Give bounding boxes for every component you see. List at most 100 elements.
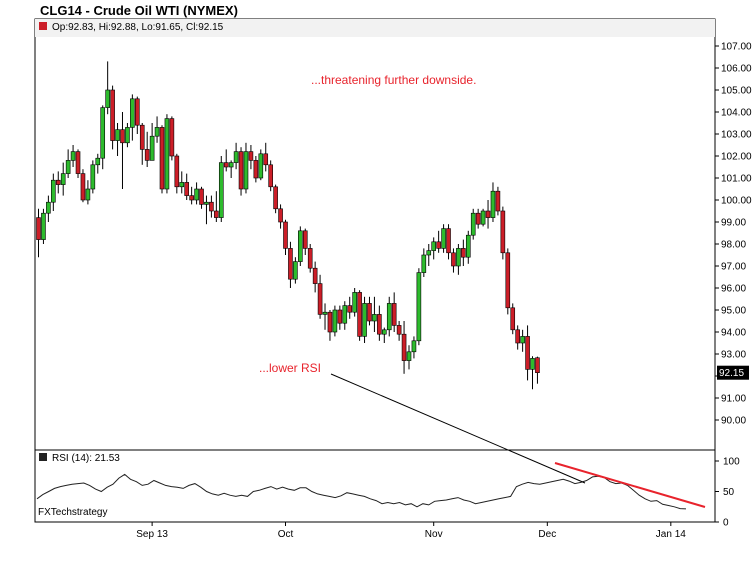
candle-body (421, 254, 427, 273)
price-y-tick-label: 95.00 (721, 306, 746, 317)
candle-body (381, 329, 387, 335)
candle-body (505, 252, 511, 309)
candle-body (446, 228, 451, 254)
candle-body (401, 333, 407, 361)
candle-body (396, 325, 402, 335)
rsi-legend-text: RSI (14): 21.53 (52, 453, 120, 464)
candle-body (431, 241, 437, 251)
rsi-panel (36, 473, 687, 510)
candle-body (416, 272, 422, 342)
last-price-box (717, 365, 749, 380)
candle-body (130, 98, 135, 128)
rsi-trend-line-black (330, 373, 586, 484)
candle-body (144, 149, 150, 161)
annotation-downside: ...threatening further downside. (311, 73, 476, 87)
rsi-legend-swatch (39, 453, 47, 461)
price-y-tick-label: 101.00 (721, 174, 752, 185)
rsi-trend-line-red (554, 462, 706, 508)
rsi-y-tick-label: 100 (723, 457, 740, 468)
legend-swatch (39, 22, 47, 30)
candle-body (60, 173, 66, 185)
candle-body (223, 162, 229, 168)
price-panel-border (34, 18, 716, 451)
candle-body (135, 98, 140, 126)
candle-body (149, 135, 155, 161)
candle-body (367, 303, 372, 322)
legend: Op:92.83, Hi:92.88, Lo:91.65, Cl:92.15 R… (38, 22, 224, 518)
candle-body (461, 248, 466, 258)
x-tick-label: Oct (278, 529, 294, 540)
candle-body (426, 250, 432, 256)
candle-body (302, 230, 308, 249)
candles (36, 61, 540, 390)
candle-body (258, 153, 264, 179)
rsi-panel-border (34, 449, 716, 523)
candle-body (268, 164, 273, 188)
candle-body (307, 248, 313, 269)
candle-body (243, 151, 249, 190)
candle-body (322, 311, 328, 315)
legend-text: Op:92.83, Hi:92.88, Lo:91.65, Cl:92.15 (52, 22, 224, 33)
candle-body (75, 151, 81, 174)
candle-body (342, 305, 348, 324)
candle-body (125, 127, 130, 144)
candle-body (470, 212, 476, 236)
candle-body (273, 186, 278, 210)
candle-body (465, 234, 471, 258)
candle-body (139, 124, 145, 150)
candle-body (510, 307, 516, 331)
candle-body (199, 188, 204, 205)
x-tick-label: Jan 14 (656, 529, 686, 540)
candle-body (105, 89, 110, 108)
candle-body (70, 151, 76, 161)
price-y-tick-label: 100.00 (721, 196, 752, 207)
candle-body (298, 230, 303, 262)
price-y-tick-label: 98.00 (721, 240, 746, 251)
candle-body (154, 127, 160, 137)
price-y-tick-label: 97.00 (721, 262, 746, 273)
candle-body (233, 151, 239, 163)
candle-body (362, 303, 367, 337)
annotation-lower-rsi: ...lower RSI (259, 361, 321, 375)
candle-body (189, 195, 194, 201)
candle-body (293, 261, 298, 280)
x-tick-label: Sep 13 (136, 529, 168, 540)
chart-title: CLG14 - Crude Oil WTI (NYMEX) (40, 3, 238, 18)
price-y-tick-label: 90.00 (721, 416, 746, 427)
candle-body (164, 118, 170, 190)
candle-body (120, 129, 125, 144)
candle-body (110, 89, 115, 141)
candle-body (520, 336, 525, 344)
candle-body (525, 336, 530, 370)
candle-body (184, 182, 189, 196)
candle-body (485, 210, 491, 218)
candle-body (451, 252, 456, 267)
candle-body (406, 351, 412, 361)
candle-body (372, 314, 377, 322)
candle-body (46, 201, 51, 214)
candle-body (65, 160, 71, 174)
candle-body (391, 303, 397, 326)
candle-body (278, 208, 283, 223)
candle-body (332, 309, 338, 333)
candle-body (179, 182, 185, 188)
candle-body (352, 292, 357, 313)
price-y-tick-label: 99.00 (721, 218, 746, 229)
candle-body (159, 127, 165, 190)
candle-body (490, 190, 496, 218)
annotations: ...threatening further downside. ...lowe… (259, 73, 706, 508)
price-y-tick-label: 105.00 (721, 86, 752, 97)
price-y-tick-label: 93.00 (721, 350, 746, 361)
rsi-y-tick-label: 0 (723, 518, 729, 529)
candle-body (253, 160, 259, 179)
candle-body (209, 201, 214, 212)
price-y-tick-label: 94.00 (721, 328, 746, 339)
candle-body (204, 201, 209, 205)
candle-body (441, 228, 446, 249)
candle-body (90, 164, 96, 190)
x-tick-label: Dec (538, 529, 556, 540)
candle-body (357, 292, 362, 337)
candle-body (327, 311, 333, 333)
candle-body (288, 248, 293, 280)
